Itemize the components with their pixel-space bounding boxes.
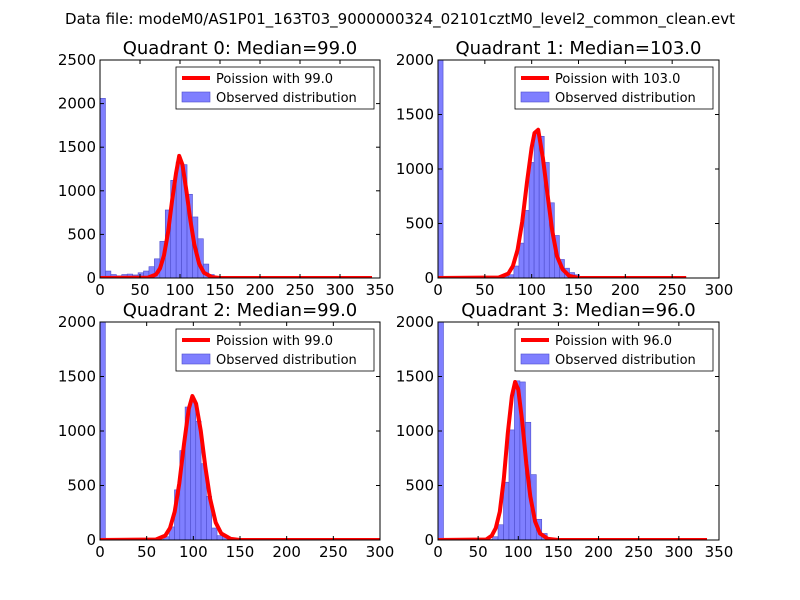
y-tick-label: 2000 <box>396 51 434 69</box>
y-tick-label: 500 <box>405 477 434 495</box>
legend-label-histogram: Observed distribution <box>555 353 696 368</box>
y-tick-label: 500 <box>67 225 96 243</box>
x-tick-label: 250 <box>286 281 315 299</box>
legend-swatch-bar <box>181 91 211 103</box>
poisson-fit-line <box>438 380 707 540</box>
poisson-fit-line <box>438 127 687 278</box>
x-tick-label: 250 <box>319 543 348 561</box>
x-tick-label: 200 <box>611 281 640 299</box>
subplot-title: Quadrant 1: Median=103.0 <box>456 38 702 59</box>
y-tick-label: 0 <box>424 269 434 287</box>
x-tick-label: 0 <box>433 281 443 299</box>
legend-label-histogram: Observed distribution <box>216 353 357 368</box>
x-tick-label: 0 <box>95 543 105 561</box>
legend: Poission with 103.0 Observed distribution <box>514 66 714 110</box>
x-tick-label: 200 <box>246 281 275 299</box>
histogram-bar <box>533 132 540 278</box>
x-tick-label: 350 <box>705 543 734 561</box>
poisson-fit-line <box>100 153 372 278</box>
x-tick-label: 50 <box>469 543 488 561</box>
subplot-title: Quadrant 3: Median=96.0 <box>461 300 696 321</box>
legend: Poission with 96.0 Observed distribution <box>514 328 714 372</box>
x-tick-label: 150 <box>206 281 235 299</box>
subplot-title: Quadrant 2: Median=99.0 <box>123 300 358 321</box>
x-tick-label: 100 <box>504 543 533 561</box>
poisson-fit-line <box>100 394 380 540</box>
x-tick-label: 0 <box>95 281 105 299</box>
legend: Poission with 99.0 Observed distribution <box>175 66 375 110</box>
x-tick-label: 250 <box>624 543 653 561</box>
y-tick-label: 1000 <box>58 422 96 440</box>
x-tick-label: 150 <box>226 543 255 561</box>
legend-swatch-bar <box>520 91 550 103</box>
legend-label-histogram: Observed distribution <box>555 91 696 106</box>
legend: Poission with 99.0 Observed distribution <box>175 328 375 372</box>
plot-area <box>100 98 372 278</box>
histogram-bar <box>211 527 218 540</box>
y-tick-label: 2000 <box>396 313 434 331</box>
y-tick-label: 1500 <box>396 106 434 124</box>
legend-label-fit: Poission with 99.0 <box>216 72 333 87</box>
x-tick-label: 200 <box>272 543 301 561</box>
y-tick-label: 1500 <box>58 138 96 156</box>
x-tick-label: 200 <box>584 543 613 561</box>
y-tick-label: 0 <box>424 531 434 549</box>
x-tick-label: 100 <box>179 543 208 561</box>
y-tick-label: 1000 <box>396 160 434 178</box>
legend-label-fit: Poission with 96.0 <box>555 334 672 349</box>
y-tick-label: 1500 <box>58 368 96 386</box>
y-tick-label: 1000 <box>396 422 434 440</box>
subplot-quadrant-0: 0 50 100 150 200 250 300 350 0 500 1000 1500 2000 250… <box>58 38 395 299</box>
y-tick-label: 2500 <box>58 51 96 69</box>
histogram-bar <box>497 524 504 540</box>
y-tick-label: 0 <box>86 531 96 549</box>
legend-swatch-bar <box>520 353 550 365</box>
histogram-bar <box>190 402 197 540</box>
axes-frame <box>99 59 381 279</box>
x-tick-label: 50 <box>137 543 156 561</box>
subplot-quadrant-3: 0 50 100 150 200 250 300 350 0 500 1000 1500 2000 Qua… <box>396 300 734 561</box>
y-tick-label: 0 <box>86 269 96 287</box>
histogram-bar <box>508 429 515 540</box>
subplot-quadrant-1: 0 50 100 150 200 250 300 0 500 1000 1500 2000 Quadra… <box>396 38 734 299</box>
y-tick-label: 1000 <box>58 182 96 200</box>
y-tick-label: 2000 <box>58 95 96 113</box>
x-tick-label: 150 <box>564 281 593 299</box>
subplots-container: 0 50 100 150 200 250 300 3500500100015002000250… <box>58 38 734 561</box>
x-tick-label: 300 <box>326 281 355 299</box>
x-tick-label: 50 <box>130 281 149 299</box>
histogram-bar <box>523 210 530 278</box>
x-tick-label: 350 <box>366 281 395 299</box>
x-tick-label: 300 <box>705 281 734 299</box>
x-tick-label: 300 <box>366 543 395 561</box>
y-tick-label: 500 <box>67 477 96 495</box>
x-tick-label: 50 <box>475 281 494 299</box>
histogram-bar <box>513 265 520 278</box>
x-tick-label: 0 <box>433 543 443 561</box>
legend-label-fit: Poission with 103.0 <box>555 72 680 87</box>
subplot-title: Quadrant 0: Median=99.0 <box>123 38 358 59</box>
subplot-quadrant-2: 0 50 100 150 200 250 300 0 500 1000 1500 2000 Quadra… <box>58 300 395 561</box>
x-tick-label: 250 <box>658 281 687 299</box>
x-tick-label: 100 <box>166 281 195 299</box>
figure-suptitle: Data file: modeM0/AS1P01_163T03_90000003… <box>65 10 735 29</box>
x-tick-label: 300 <box>665 543 694 561</box>
y-tick-label: 500 <box>405 215 434 233</box>
y-tick-label: 1500 <box>396 368 434 386</box>
legend-label-fit: Poission with 99.0 <box>216 334 333 349</box>
x-tick-label: 100 <box>517 281 546 299</box>
y-tick-label: 2000 <box>58 313 96 331</box>
histogram-bar <box>528 162 535 278</box>
histogram-bar <box>100 98 106 278</box>
histogram-bar <box>216 535 223 540</box>
legend-label-histogram: Observed distribution <box>216 91 357 106</box>
x-tick-label: 150 <box>544 543 573 561</box>
legend-swatch-bar <box>181 353 211 365</box>
